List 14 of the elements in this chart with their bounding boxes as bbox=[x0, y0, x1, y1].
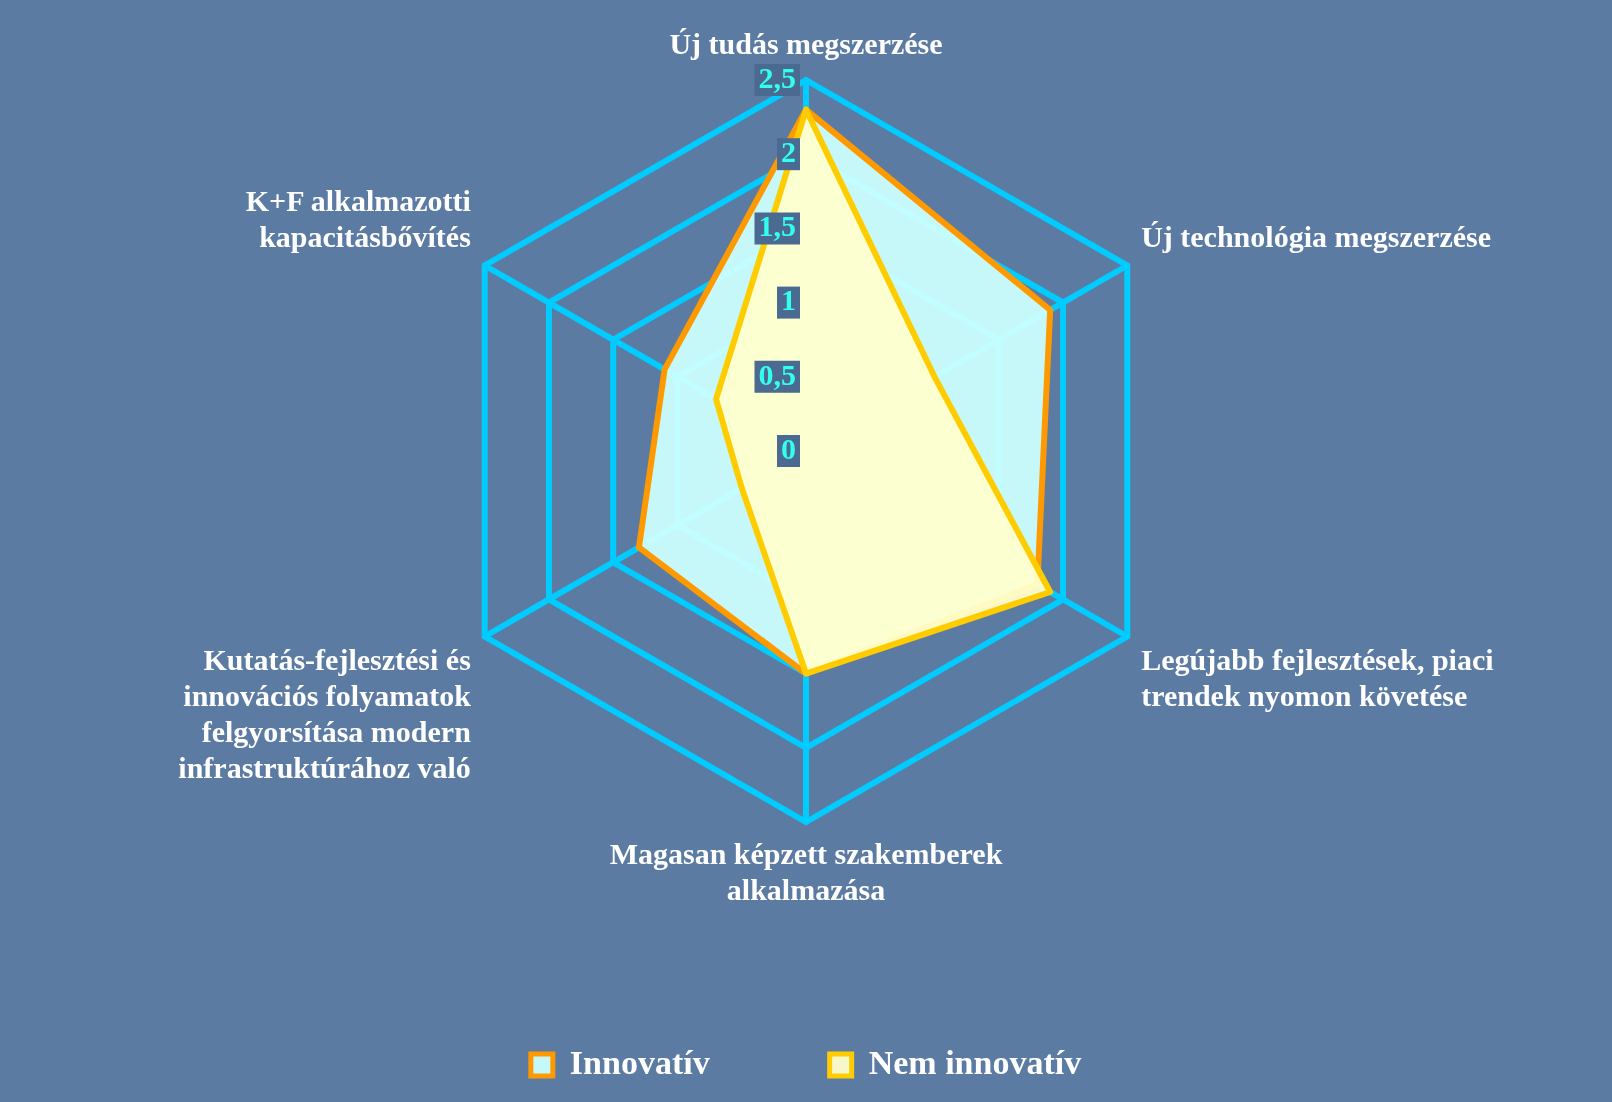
y-tick-label: 0,5 bbox=[758, 357, 796, 391]
y-tick-label: 2 bbox=[781, 134, 796, 168]
spoke-label: Legújabb fejlesztések, piaci trendek nyomon követése bbox=[1141, 643, 1494, 713]
spoke-label: K+F alkalmazotti kapacitásbővítés bbox=[245, 184, 471, 254]
spoke-label: Kutatás-fejlesztési és innovációs folyamatok felgyorsítása modern infrastruktúrához való bbox=[178, 643, 472, 785]
y-tick-label: 0 bbox=[781, 431, 796, 465]
spoke-label: Új tudás megszerzése bbox=[669, 26, 943, 60]
spoke-label: Magasan képzett szakemberek alkalmazása bbox=[609, 836, 1003, 906]
legend-label: Nem innovatív bbox=[868, 1043, 1082, 1081]
y-tick-label: 1 bbox=[781, 283, 796, 317]
y-tick-label: 2,5 bbox=[758, 60, 796, 94]
y-tick-label: 1,5 bbox=[758, 209, 796, 243]
spoke-label: Új technológia megszerzése bbox=[1141, 220, 1492, 254]
legend-label: Innovatív bbox=[569, 1043, 710, 1081]
